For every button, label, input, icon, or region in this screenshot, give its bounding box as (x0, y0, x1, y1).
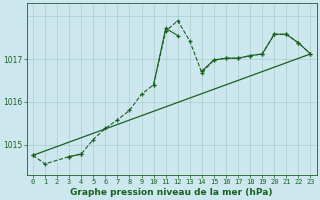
X-axis label: Graphe pression niveau de la mer (hPa): Graphe pression niveau de la mer (hPa) (70, 188, 273, 197)
